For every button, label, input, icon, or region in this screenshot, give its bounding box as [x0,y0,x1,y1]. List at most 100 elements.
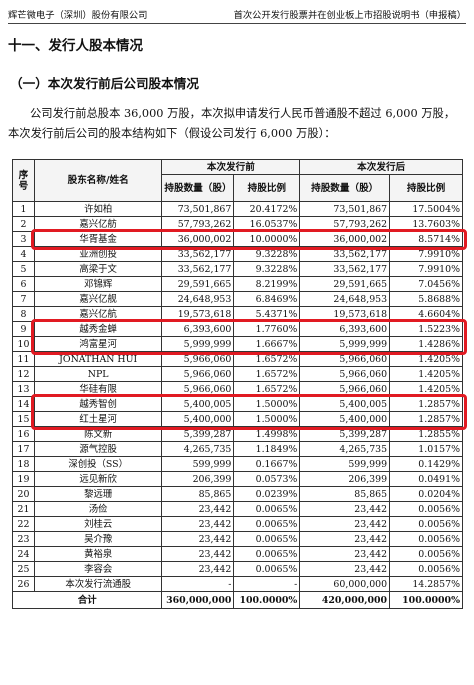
table-row: 4 亚洲创投 33,562,177 9.3228% 33,562,177 7.9910% [12,246,463,262]
cell-post-ratio: 14.2857% [389,576,463,592]
cell-name: 越秀金蝉 [33,321,163,337]
col-seq-header: 序号 [12,159,35,202]
cell-pre-shares: 5,999,999 [161,336,235,352]
cell-post-ratio: 5.8688% [389,291,463,307]
cell-seq: 25 [12,561,35,577]
cell-name: 刘桂云 [33,516,163,532]
table-row: 17 源气控股 4,265,735 1.1849% 4,265,735 1.0157% [12,441,463,457]
table-row: 2 嘉兴亿舫 57,793,262 16.0537% 57,793,262 13.7603… [12,216,463,232]
col-name-header: 股东名称/姓名 [33,159,163,202]
cell-name: NPL [33,366,163,382]
table-row: 15 红土星河 5,400,000 1.5000% 5,400,000 1.2857% [12,411,463,427]
shareholding-table: 序号 股东名称/姓名 本次发行前 本次发行后 持股数量（股） 持股比例 持股数量… [11,159,463,609]
table-row: 9 越秀金蝉 6,393,600 1.7760% 6,393,600 1.5223% [12,321,463,337]
cell-name: 黎远珊 [33,486,163,502]
cell-pre-ratio: 1.6667% [233,336,301,352]
cell-name: 远见新欣 [33,471,163,487]
cell-name: 李容会 [33,561,163,577]
cell-post-shares: 19,573,618 [299,306,391,322]
cell-seq: 8 [12,306,35,322]
cell-pre-shares: 85,865 [161,486,235,502]
cell-seq: 21 [12,501,35,517]
cell-name: 吴介豫 [33,531,163,547]
cell-seq: 9 [12,321,35,337]
cell-pre-shares: 5,399,287 [161,426,235,442]
cell-pre-ratio: 0.0573% [233,471,301,487]
cell-post-shares: 5,399,287 [299,426,391,442]
table-row: 23 吴介豫 23,442 0.0065% 23,442 0.0056% [12,531,463,547]
cell-post-ratio: 1.2857% [389,411,463,427]
cell-pre-ratio: 1.6572% [233,381,301,397]
cell-post-shares: 33,562,177 [299,246,391,262]
cell-post-shares: 60,000,000 [299,576,391,592]
cell-post-ratio: 7.9910% [389,261,463,277]
cell-post-ratio: 1.4205% [389,381,463,397]
cell-name: 鸿富星河 [33,336,163,352]
cell-post-ratio: 1.4205% [389,351,463,367]
cell-pre-ratio: 0.0065% [233,561,301,577]
cell-post-shares: 23,442 [299,561,391,577]
cell-pre-ratio: 1.4998% [233,426,301,442]
cell-post-ratio: 1.2857% [389,396,463,412]
cell-post-ratio: 0.1429% [389,456,463,472]
cell-name: 本次发行流通股 [33,576,163,592]
cell-name: 嘉兴亿舫 [33,216,163,232]
cell-seq: 5 [12,261,35,277]
table-row: 26 本次发行流通股 - -60,000,000 14.2857% [12,576,463,592]
cell-seq: 26 [12,576,35,592]
cell-seq: 10 [12,336,35,352]
cell-name: 深创投（SS） [33,456,163,472]
cell-seq: 19 [12,471,35,487]
cell-seq: 7 [12,291,35,307]
cell-pre-shares: 23,442 [161,531,235,547]
cell-name: 华硅有限 [33,381,163,397]
cell-post-shares: 23,442 [299,531,391,547]
cell-pre-shares: 33,562,177 [161,246,235,262]
table-row: 14 越秀智创 5,400,005 1.5000% 5,400,005 1.2857% [12,396,463,412]
table-row: 10 鸿富星河 5,999,999 1.6667% 5,999,999 1.4286% [12,336,463,352]
cell-pre-ratio: 1.6572% [233,366,301,382]
cell-post-ratio: 1.4205% [389,366,463,382]
cell-pre-ratio: 1.7760% [233,321,301,337]
cell-seq: 6 [12,276,35,292]
table-row: 11 JONATHAN HUI 5,966,060 1.6572% 5,966,060 1… [12,351,463,367]
cell-post-ratio: 4.6604% [389,306,463,322]
table-row: 5 高梁于文 33,562,177 9.3228% 33,562,177 7.9910% [12,261,463,277]
cell-pre-shares: 5,400,005 [161,396,235,412]
cell-post-shares: 57,793,262 [299,216,391,232]
table-row: 3 华胥基金 36,000,002 10.0000% 36,000,002 8.5714% [12,231,463,247]
cell-post-ratio: 7.9910% [389,246,463,262]
cell-pre-ratio: 1.5000% [233,411,301,427]
cell-pre-shares: 19,573,618 [161,306,235,322]
cell-pre-ratio: 0.0065% [233,546,301,562]
cell-name: 陈文新 [33,426,163,442]
cell-pre-ratio: 20.4172% [233,201,301,217]
cell-seq: 2 [12,216,35,232]
cell-post-ratio: 1.4286% [389,336,463,352]
cell-pre-shares: 599,999 [161,456,235,472]
cell-name: 高梁于文 [33,261,163,277]
cell-post-ratio: 0.0491% [389,471,463,487]
cell-pre-shares: 5,400,000 [161,411,235,427]
cell-pre-shares: - [161,576,235,592]
cell-post-ratio: 0.0056% [389,561,463,577]
document-title: 首次公开发行股票并在创业板上市招股说明书（申报稿） [233,10,466,21]
total-pre-shares: 360,000,000 [161,591,235,609]
table-row: 16 陈文新 5,399,287 1.4998% 5,399,287 1.2855% [12,426,463,442]
cell-pre-ratio: 6.8469% [233,291,301,307]
cell-name: 嘉兴亿航 [33,306,163,322]
cell-post-shares: 6,393,600 [299,321,391,337]
page-header: 辉芒微电子（深圳）股份有限公司 首次公开发行股票并在创业板上市招股说明书（申报稿… [8,5,466,24]
cell-pre-shares: 33,562,177 [161,261,235,277]
cell-post-shares: 23,442 [299,516,391,532]
cell-post-ratio: 0.0056% [389,546,463,562]
cell-pre-shares: 5,966,060 [161,381,235,397]
cell-pre-ratio: 0.0065% [233,531,301,547]
cell-post-ratio: 0.0056% [389,501,463,517]
cell-pre-shares: 206,399 [161,471,235,487]
cell-seq: 14 [12,396,35,412]
col-pre-ratio-header: 持股比例 [233,174,301,202]
cell-post-shares: 5,966,060 [299,366,391,382]
cell-name: 邓锦辉 [33,276,163,292]
cell-post-ratio: 0.0056% [389,531,463,547]
